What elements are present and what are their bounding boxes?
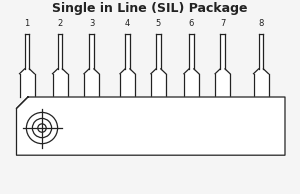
Text: Single in Line (SIL) Package: Single in Line (SIL) Package bbox=[52, 2, 248, 15]
Text: 8: 8 bbox=[258, 19, 264, 28]
Text: 6: 6 bbox=[189, 19, 194, 28]
Text: 7: 7 bbox=[220, 19, 225, 28]
Text: 4: 4 bbox=[125, 19, 130, 28]
Polygon shape bbox=[254, 34, 268, 97]
Polygon shape bbox=[52, 34, 68, 97]
Polygon shape bbox=[151, 34, 166, 97]
Polygon shape bbox=[215, 34, 230, 97]
Text: 1: 1 bbox=[24, 19, 30, 28]
Text: 3: 3 bbox=[89, 19, 94, 28]
Polygon shape bbox=[184, 34, 199, 97]
Text: 5: 5 bbox=[156, 19, 161, 28]
Polygon shape bbox=[16, 97, 285, 155]
Text: 2: 2 bbox=[57, 19, 63, 28]
Polygon shape bbox=[20, 34, 34, 97]
Polygon shape bbox=[84, 34, 99, 97]
Polygon shape bbox=[120, 34, 135, 97]
